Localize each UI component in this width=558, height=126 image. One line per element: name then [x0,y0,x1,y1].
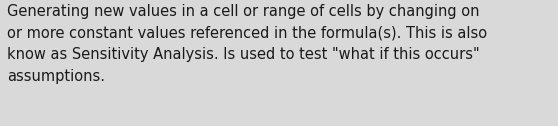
Text: Generating new values in a cell or range of cells by changing on
or more constan: Generating new values in a cell or range… [7,4,487,84]
